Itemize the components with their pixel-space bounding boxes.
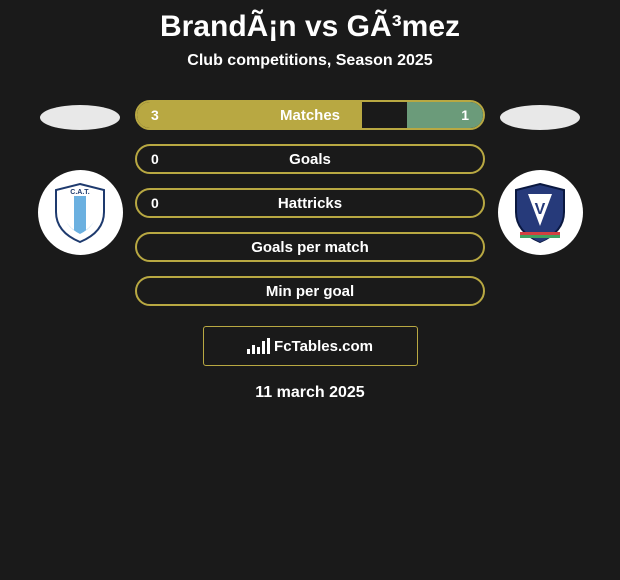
footer: FcTables.com 11 march 2025	[0, 326, 620, 402]
stat-label: Goals	[289, 151, 331, 168]
right-team-badge: V	[498, 170, 583, 255]
stat-label: Hattricks	[278, 195, 342, 212]
chart-icon	[247, 338, 270, 354]
brand-box[interactable]: FcTables.com	[203, 326, 418, 366]
stat-value-left: 0	[151, 151, 159, 167]
shield-icon: V	[512, 182, 568, 244]
stat-value-left: 3	[151, 107, 159, 123]
stat-value-right: 1	[461, 107, 469, 123]
subtitle: Club competitions, Season 2025	[0, 52, 620, 70]
stat-bar: Min per goal	[135, 276, 485, 306]
stat-label: Matches	[280, 107, 340, 124]
stat-bar: Goals per match	[135, 232, 485, 262]
page-title: BrandÃ¡n vs GÃ³mez	[0, 10, 620, 44]
right-team-column: V	[495, 100, 585, 255]
bar-fill-right	[407, 102, 483, 128]
main-row: C.A.T. 3 Matches 1 0 Goals 0 Hattricks Goals pe…	[0, 100, 620, 306]
stat-label: Min per goal	[266, 283, 354, 300]
svg-text:V: V	[535, 201, 546, 218]
stat-bar: 0 Goals	[135, 144, 485, 174]
main-container: BrandÃ¡n vs GÃ³mez Club competitions, Se…	[0, 0, 620, 412]
stat-bar: 3 Matches 1	[135, 100, 485, 130]
date-label: 11 march 2025	[255, 384, 364, 402]
stats-column: 3 Matches 1 0 Goals 0 Hattricks Goals per match…	[135, 100, 485, 306]
svg-text:C.A.T.: C.A.T.	[70, 189, 90, 196]
shield-icon: C.A.T.	[52, 182, 108, 244]
left-team-column: C.A.T.	[35, 100, 125, 255]
stat-bar: 0 Hattricks	[135, 188, 485, 218]
right-player-oval	[500, 105, 580, 130]
stat-label: Goals per match	[251, 239, 369, 256]
left-team-badge: C.A.T.	[38, 170, 123, 255]
left-player-oval	[40, 105, 120, 130]
stat-value-left: 0	[151, 195, 159, 211]
brand-label: FcTables.com	[274, 338, 373, 355]
